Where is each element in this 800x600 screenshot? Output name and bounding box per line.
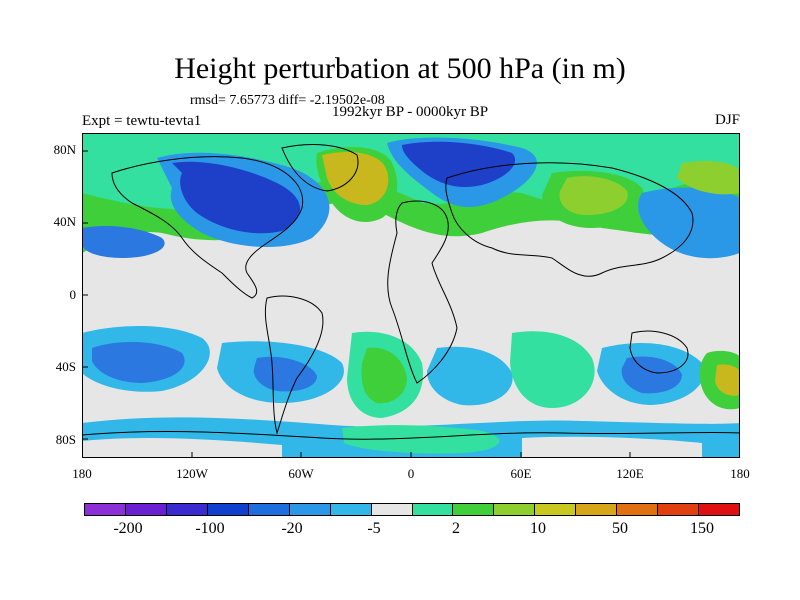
lon-label-60w: 60W	[288, 466, 314, 481]
season-label: DJF	[714, 112, 740, 128]
colorbar-swatch	[453, 504, 495, 515]
coastline-antarctica	[82, 431, 740, 440]
contour-south-green-2	[510, 331, 595, 408]
contour-south-band-2-core	[253, 356, 317, 392]
colorbar-swatch	[166, 504, 208, 515]
colorbar-label: 2	[452, 520, 460, 537]
colorbar-swatch	[85, 504, 126, 515]
lat-label-80n: 80N	[53, 142, 76, 157]
contour-south-band-1-core	[92, 341, 185, 383]
lat-label-40n: 40N	[53, 214, 76, 229]
lon-label-120w: 120W	[176, 466, 208, 481]
contour-south-green-1-core	[361, 347, 407, 404]
lat-label-0: 0	[69, 287, 77, 302]
experiment-label: Expt = tewtu-tevta1	[82, 113, 202, 129]
colorbar-swatch	[617, 504, 659, 515]
contour-south-band-4-core	[621, 356, 682, 394]
colorbar-swatch	[371, 504, 413, 515]
lat-label-40s: 40S	[55, 359, 76, 374]
contour-antarctic-grey	[82, 438, 282, 458]
coastline-north-america	[111, 156, 304, 299]
colorbar-swatch	[248, 504, 290, 515]
lon-label-120e: 120E	[616, 466, 644, 481]
contour-pacific-low	[638, 187, 740, 259]
colorbar	[84, 503, 740, 516]
map-ticks	[82, 150, 631, 458]
coastlines	[82, 143, 740, 440]
stats-text: rmsd= 7.65773 diff= -2.19502e-08	[190, 93, 385, 108]
colorbar-swatch	[535, 504, 577, 515]
lon-label-60e: 60E	[510, 466, 532, 481]
contour-asia-high-core	[559, 176, 628, 215]
period-label: 1992kyr BP - 0000kyr BP	[331, 104, 489, 120]
colorbar-label: -20	[281, 520, 303, 537]
contour-eurasia-low-core	[402, 141, 516, 188]
contour-america-low-core	[172, 161, 301, 234]
coastline-south-america	[264, 295, 324, 435]
coastline-europe-africa	[387, 200, 458, 384]
colorbar-swatch	[289, 504, 331, 515]
map-panel	[82, 133, 740, 458]
coastline-asia	[445, 162, 694, 277]
colorbar-swatch	[576, 504, 618, 515]
colorbar-label: 50	[612, 520, 628, 537]
coastline-australia	[629, 330, 689, 374]
contour-antarctic-grey-2	[522, 436, 702, 458]
plot-title: Height perturbation at 500 hPa (in m)	[174, 52, 626, 85]
lat-label-80s: 80S	[55, 432, 76, 447]
coastline-greenland	[281, 143, 359, 192]
contour-south-green-3-core	[715, 364, 740, 396]
lon-label-0: 0	[407, 466, 415, 481]
lon-label-180e: 180	[730, 466, 750, 481]
colorbar-label: 150	[690, 520, 714, 537]
contour-pacific-high	[677, 161, 740, 195]
contour-antarctic-green	[342, 425, 500, 454]
colorbar-swatch	[330, 504, 372, 515]
colorbar-swatch	[207, 504, 249, 515]
colorbar-swatch	[658, 504, 700, 515]
colorbar-label: 10	[530, 520, 546, 537]
colorbar-label: -5	[367, 520, 381, 537]
contour-northwest-blue	[82, 226, 165, 258]
contour-atlantic-high-core	[322, 151, 389, 205]
colorbar-swatch	[125, 504, 167, 515]
colorbar-swatch	[412, 504, 454, 515]
contour-south-band-3	[427, 346, 513, 406]
colorbar-swatch	[494, 504, 536, 515]
colorbar-swatch	[699, 504, 739, 515]
lon-label-180w: 180	[72, 466, 92, 481]
colorbar-label: -200	[113, 520, 143, 537]
colorbar-label: -100	[195, 520, 225, 537]
